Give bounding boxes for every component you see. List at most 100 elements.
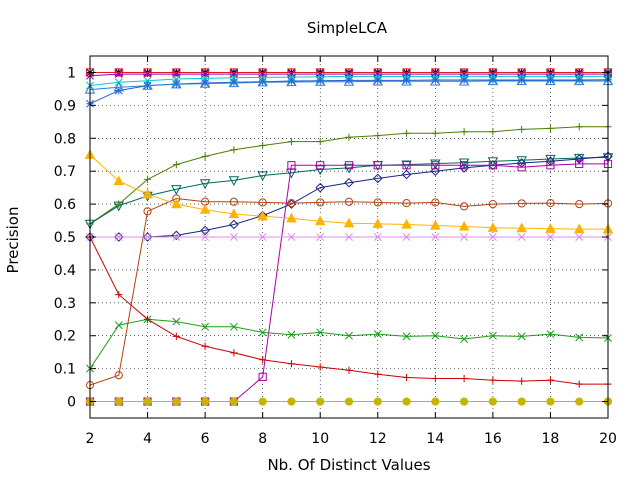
x-tick-label: 8 bbox=[258, 431, 267, 447]
y-tick-label: 0.7 bbox=[54, 164, 76, 180]
data-point bbox=[518, 125, 526, 133]
data-point bbox=[229, 70, 238, 79]
data-point bbox=[401, 218, 412, 229]
series-14 bbox=[86, 233, 612, 241]
data-point bbox=[546, 233, 555, 241]
data-point bbox=[460, 397, 469, 406]
data-point bbox=[401, 169, 412, 180]
y-tick-label: 1 bbox=[67, 65, 76, 81]
data-point bbox=[114, 371, 123, 380]
data-point bbox=[172, 332, 180, 340]
data-point bbox=[545, 223, 556, 233]
data-point bbox=[287, 330, 296, 339]
data-point bbox=[113, 232, 124, 242]
data-point bbox=[287, 397, 296, 406]
series-line bbox=[89, 236, 608, 385]
data-point bbox=[113, 201, 125, 212]
data-point bbox=[488, 233, 497, 241]
data-point bbox=[113, 81, 125, 92]
data-point bbox=[229, 397, 238, 406]
data-point bbox=[286, 76, 297, 87]
data-point bbox=[172, 161, 180, 169]
data-point bbox=[431, 161, 440, 170]
data-point bbox=[143, 175, 152, 184]
data-point bbox=[373, 76, 382, 85]
data-point bbox=[402, 76, 411, 85]
data-point bbox=[172, 317, 181, 326]
x-tick-label: 2 bbox=[86, 431, 95, 447]
data-point bbox=[344, 161, 354, 170]
data-point bbox=[546, 376, 555, 384]
data-point bbox=[316, 137, 324, 146]
data-point bbox=[575, 123, 583, 131]
data-point bbox=[345, 366, 353, 374]
x-tick-label: 16 bbox=[484, 431, 502, 447]
data-point bbox=[287, 70, 296, 79]
data-point bbox=[487, 222, 499, 232]
data-point bbox=[344, 197, 354, 206]
data-point bbox=[431, 331, 440, 340]
series-line bbox=[90, 163, 608, 402]
data-point bbox=[228, 176, 240, 187]
data-point bbox=[258, 77, 267, 86]
data-point bbox=[316, 397, 325, 406]
data-point bbox=[200, 225, 210, 236]
data-point bbox=[287, 360, 296, 368]
data-point bbox=[287, 137, 296, 146]
data-point bbox=[372, 173, 383, 184]
data-point bbox=[258, 372, 267, 381]
data-point bbox=[287, 68, 296, 77]
data-point bbox=[575, 76, 584, 84]
data-point bbox=[546, 397, 555, 406]
data-point bbox=[374, 132, 382, 140]
data-point bbox=[546, 330, 555, 339]
data-point bbox=[343, 217, 355, 228]
data-point bbox=[517, 163, 526, 172]
data-point bbox=[114, 70, 123, 79]
series-line bbox=[89, 80, 608, 91]
series-line bbox=[89, 126, 608, 225]
series-15 bbox=[86, 315, 612, 373]
data-point bbox=[230, 146, 238, 154]
data-point bbox=[344, 397, 354, 406]
data-point bbox=[258, 397, 267, 406]
data-point bbox=[345, 233, 353, 241]
data-point bbox=[229, 68, 238, 77]
data-point bbox=[316, 198, 325, 207]
data-point bbox=[546, 124, 555, 132]
data-point bbox=[229, 219, 239, 230]
data-point bbox=[257, 171, 268, 182]
data-point bbox=[258, 233, 267, 241]
data-point bbox=[316, 76, 325, 85]
series-13 bbox=[84, 149, 614, 234]
data-point bbox=[343, 76, 355, 86]
data-point bbox=[316, 363, 324, 371]
data-point bbox=[431, 129, 439, 137]
x-tick-label: 18 bbox=[542, 431, 560, 447]
data-point bbox=[516, 222, 527, 233]
data-point bbox=[171, 198, 182, 209]
data-point bbox=[517, 233, 526, 241]
data-point bbox=[316, 233, 325, 241]
series-7 bbox=[84, 75, 614, 94]
data-point bbox=[228, 77, 240, 88]
series-17 bbox=[85, 397, 613, 406]
data-point bbox=[143, 315, 152, 323]
data-point bbox=[287, 199, 296, 208]
x-tick-label: 10 bbox=[311, 431, 329, 447]
data-point bbox=[171, 78, 182, 89]
data-point bbox=[489, 376, 497, 384]
data-point bbox=[230, 349, 238, 357]
series-8 bbox=[86, 123, 612, 228]
data-point bbox=[229, 197, 238, 206]
data-point bbox=[459, 163, 469, 173]
data-point bbox=[488, 76, 497, 84]
data-point bbox=[430, 219, 441, 230]
x-tick-label: 12 bbox=[369, 431, 387, 447]
data-point bbox=[143, 207, 152, 216]
data-point bbox=[546, 161, 555, 170]
data-point bbox=[314, 76, 326, 86]
data-point bbox=[430, 159, 441, 170]
data-point bbox=[114, 233, 123, 241]
